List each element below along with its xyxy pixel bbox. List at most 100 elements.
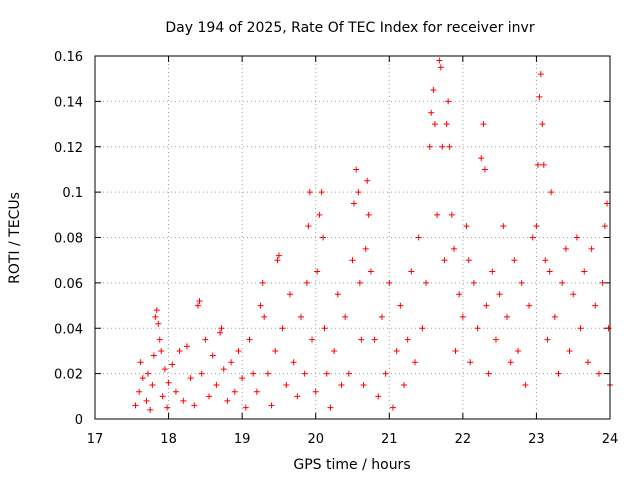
roti-point (451, 245, 458, 252)
roti-point (570, 291, 577, 298)
roti-point (283, 381, 290, 388)
roti-point (452, 347, 459, 354)
roti-point (176, 347, 183, 354)
y-axis-label: ROTI / TECUs (7, 192, 23, 284)
roti-point (559, 279, 566, 286)
roti-point (213, 381, 220, 388)
roti-point (365, 211, 372, 218)
roti-point (195, 302, 201, 309)
roti-point (172, 388, 179, 395)
roti-point (456, 291, 463, 298)
roti-point (306, 189, 313, 196)
roti-point (334, 291, 341, 298)
roti-point (515, 347, 522, 354)
roti-point (529, 234, 536, 241)
roti-point (338, 381, 345, 388)
x-tick-label: 18 (160, 432, 177, 447)
roti-point (536, 93, 543, 100)
roti-point (533, 223, 540, 230)
roti-point (206, 393, 213, 400)
roti-point (548, 189, 555, 196)
roti-point (362, 245, 369, 252)
grid-lines (95, 56, 610, 419)
roti-point (581, 268, 588, 275)
roti-point (481, 166, 488, 173)
roti-point (231, 388, 238, 395)
roti-point (150, 352, 157, 359)
roti-point (253, 388, 260, 395)
roti-point (224, 397, 231, 404)
roti-point (522, 381, 529, 388)
roti-point (500, 223, 507, 230)
x-tick-label: 24 (602, 432, 619, 447)
roti-point (504, 313, 510, 320)
roti-point (415, 234, 422, 241)
roti-point (132, 402, 139, 409)
roti-point (257, 302, 264, 309)
roti-point (353, 166, 360, 173)
x-axis-label: GPS time / hours (293, 457, 410, 473)
roti-point (489, 268, 496, 275)
roti-point (480, 121, 487, 128)
roti-point (364, 177, 371, 184)
roti-point (158, 347, 165, 354)
roti-point (149, 381, 156, 388)
roti-point (272, 347, 279, 354)
roti-point (191, 402, 198, 409)
roti-point (492, 336, 499, 343)
roti-point (595, 370, 602, 377)
roti-point (537, 71, 544, 78)
roti-point (441, 257, 448, 264)
roti-point (562, 245, 569, 252)
roti-point (419, 325, 426, 332)
y-tick-label: 0.12 (54, 141, 83, 156)
roti-point (161, 366, 168, 373)
roti-point (470, 279, 477, 286)
roti-point (599, 279, 606, 286)
x-tick-label: 23 (528, 432, 545, 447)
plot-frame (94, 55, 611, 420)
roti-point (474, 325, 481, 332)
roti-point (430, 87, 437, 94)
roti-point (544, 336, 551, 343)
roti-point (320, 234, 327, 241)
roti-point (540, 161, 547, 168)
roti-point (428, 109, 435, 116)
roti-point (165, 379, 172, 386)
x-tick-label: 20 (307, 432, 324, 447)
roti-point (261, 313, 268, 320)
roti-point (327, 404, 334, 411)
roti-point (577, 325, 584, 332)
x-tick-label: 17 (87, 432, 104, 447)
roti-point (393, 347, 400, 354)
y-tick-label: 0.02 (54, 368, 83, 383)
roti-point (196, 298, 203, 305)
roti-point (305, 223, 312, 230)
roti-point (401, 381, 407, 388)
x-tick-label: 22 (455, 432, 472, 447)
roti-point (605, 325, 612, 332)
y-tick-label: 0.04 (54, 322, 83, 337)
roti-point (439, 143, 446, 150)
roti-point (198, 370, 205, 377)
roti-point (239, 375, 246, 382)
roti-point (485, 370, 492, 377)
roti-point (301, 370, 308, 377)
roti-point (259, 279, 266, 286)
roti-point (446, 143, 453, 150)
roti-point (202, 336, 209, 343)
roti-point (220, 366, 227, 373)
roti-point (139, 375, 146, 382)
roti-point (478, 155, 485, 162)
roti-point (136, 388, 143, 395)
roti-point (323, 370, 330, 377)
roti-point (144, 370, 151, 377)
roti-point (465, 257, 472, 264)
roti-point (445, 98, 452, 105)
roti-point (483, 302, 490, 309)
roti-point (378, 313, 385, 320)
roti-point (152, 313, 159, 320)
roti-point (386, 279, 393, 286)
roti-point (382, 370, 389, 377)
